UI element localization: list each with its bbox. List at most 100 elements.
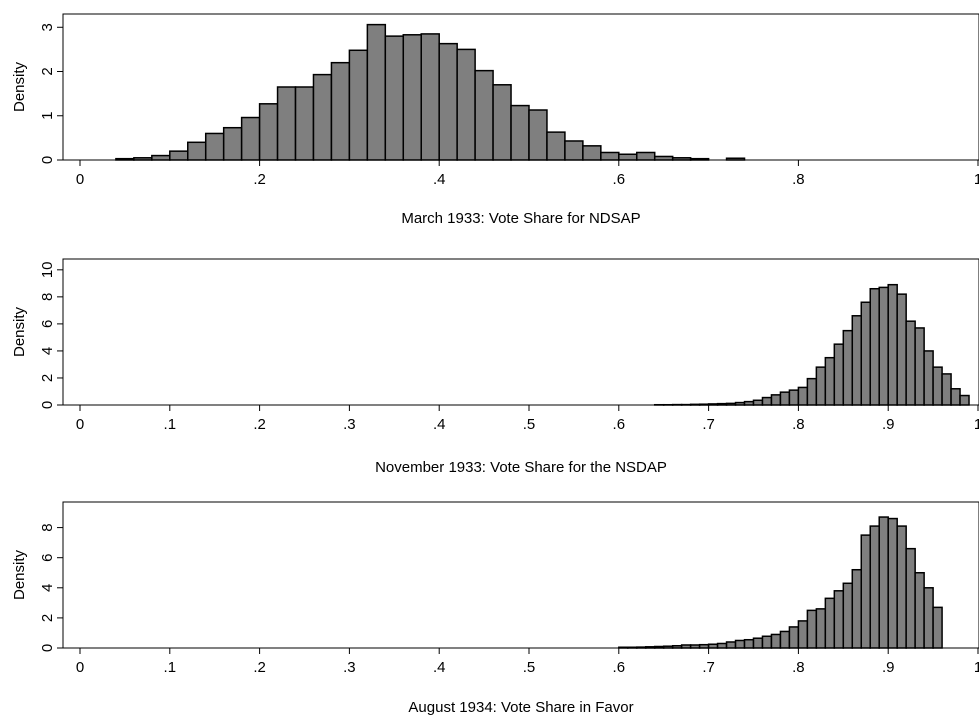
y-tick-label: 4 [39,584,56,592]
x-tick-label: .9 [882,659,895,676]
histogram-bar [457,49,475,160]
histogram-bar [206,133,224,160]
histogram-bar [798,621,807,648]
histogram-bar [278,87,296,160]
histogram-bar [421,34,439,160]
histogram-bar [834,344,843,405]
histogram-bar [825,358,834,405]
histogram-bar [655,646,664,648]
x-tick-label: .2 [253,416,266,433]
x-tick-label: .8 [792,171,805,188]
y-axis-title: Density [11,306,28,357]
histogram-bar [664,646,673,648]
histogram-bar [709,404,718,405]
histogram-bar [260,104,278,160]
histogram-bar [619,154,637,160]
x-axis-title: November 1933: Vote Share for the NSDAP [375,459,667,476]
x-tick-label: .8 [792,659,805,676]
histogram-bar [691,404,700,405]
histogram-bar [754,400,763,405]
x-tick-label: .6 [613,659,626,676]
x-tick-label: .9 [882,416,895,433]
histogram-bar [807,379,816,405]
histogram-bar [960,396,969,405]
histogram-bar [771,395,780,405]
histogram-bar [700,645,709,648]
histogram-bar [924,351,933,405]
y-axis-title: Density [11,61,28,112]
x-tick-label: .5 [523,659,536,676]
y-tick-label: 0 [39,644,56,652]
histogram-bar [655,156,673,160]
histogram-bar [601,152,619,160]
histogram-bar [242,118,260,160]
histogram-bar [646,647,655,648]
y-axis-title: Density [11,549,28,600]
histogram-bar [736,403,745,405]
histogram-bar [789,627,798,648]
x-tick-label: 1 [974,416,979,433]
y-tick-label: 0 [39,156,56,164]
histogram-bar [529,110,547,160]
x-tick-label: 0 [76,416,84,433]
histogram-bar [475,71,493,160]
histogram-bar [762,398,771,405]
x-tick-label: .3 [343,659,356,676]
x-tick-label: .4 [433,171,446,188]
histogram-bar [789,390,798,405]
histogram-bar [745,402,754,405]
x-tick-label: .6 [613,416,626,433]
histogram-bar [637,647,646,648]
histogram-bar [870,526,879,648]
histogram-bar [924,588,933,648]
histogram-bar [673,158,691,160]
histogram-bar [843,583,852,648]
x-tick-label: .6 [613,171,626,188]
histogram-bar [727,642,736,648]
histogram-bar [511,106,529,160]
x-tick-label: 1 [974,659,979,676]
histogram-bar [807,610,816,648]
histogram-bar [170,151,188,160]
x-tick-label: .1 [164,416,177,433]
histogram-bar [834,591,843,648]
histogram-bar [718,404,727,405]
histogram-bar [718,643,727,648]
histogram-bar [816,609,825,648]
histogram-bar [134,158,152,160]
histogram-bar [852,570,861,648]
histogram-bar [691,645,700,648]
histogram-bar [906,549,915,648]
histogram-bar [888,519,897,648]
histogram-bar [861,535,870,648]
histogram-bar [727,158,745,160]
y-tick-label: 2 [39,614,56,622]
x-tick-label: .2 [253,171,266,188]
y-tick-label: 10 [39,261,56,278]
histogram-bar [736,640,745,648]
histogram-bar [771,634,780,648]
histogram-bar [870,289,879,405]
x-tick-label: .7 [702,416,715,433]
histogram-bar [754,638,763,648]
histogram-bar [915,328,924,405]
histogram-bar [619,647,628,648]
histogram-bar [385,36,403,160]
x-tick-label: .8 [792,416,805,433]
y-tick-label: 4 [39,347,56,355]
histogram-bar [745,640,754,648]
histogram-bar [879,517,888,648]
histogram-bar [816,367,825,405]
x-tick-label: 0 [76,171,84,188]
histogram-bar [628,647,637,648]
histogram-bar [951,389,960,405]
histogram-bar [709,644,718,648]
histogram-bar [700,404,709,405]
histogram-bar [224,128,242,160]
histogram-bar [915,573,924,648]
y-tick-label: 2 [39,67,56,75]
